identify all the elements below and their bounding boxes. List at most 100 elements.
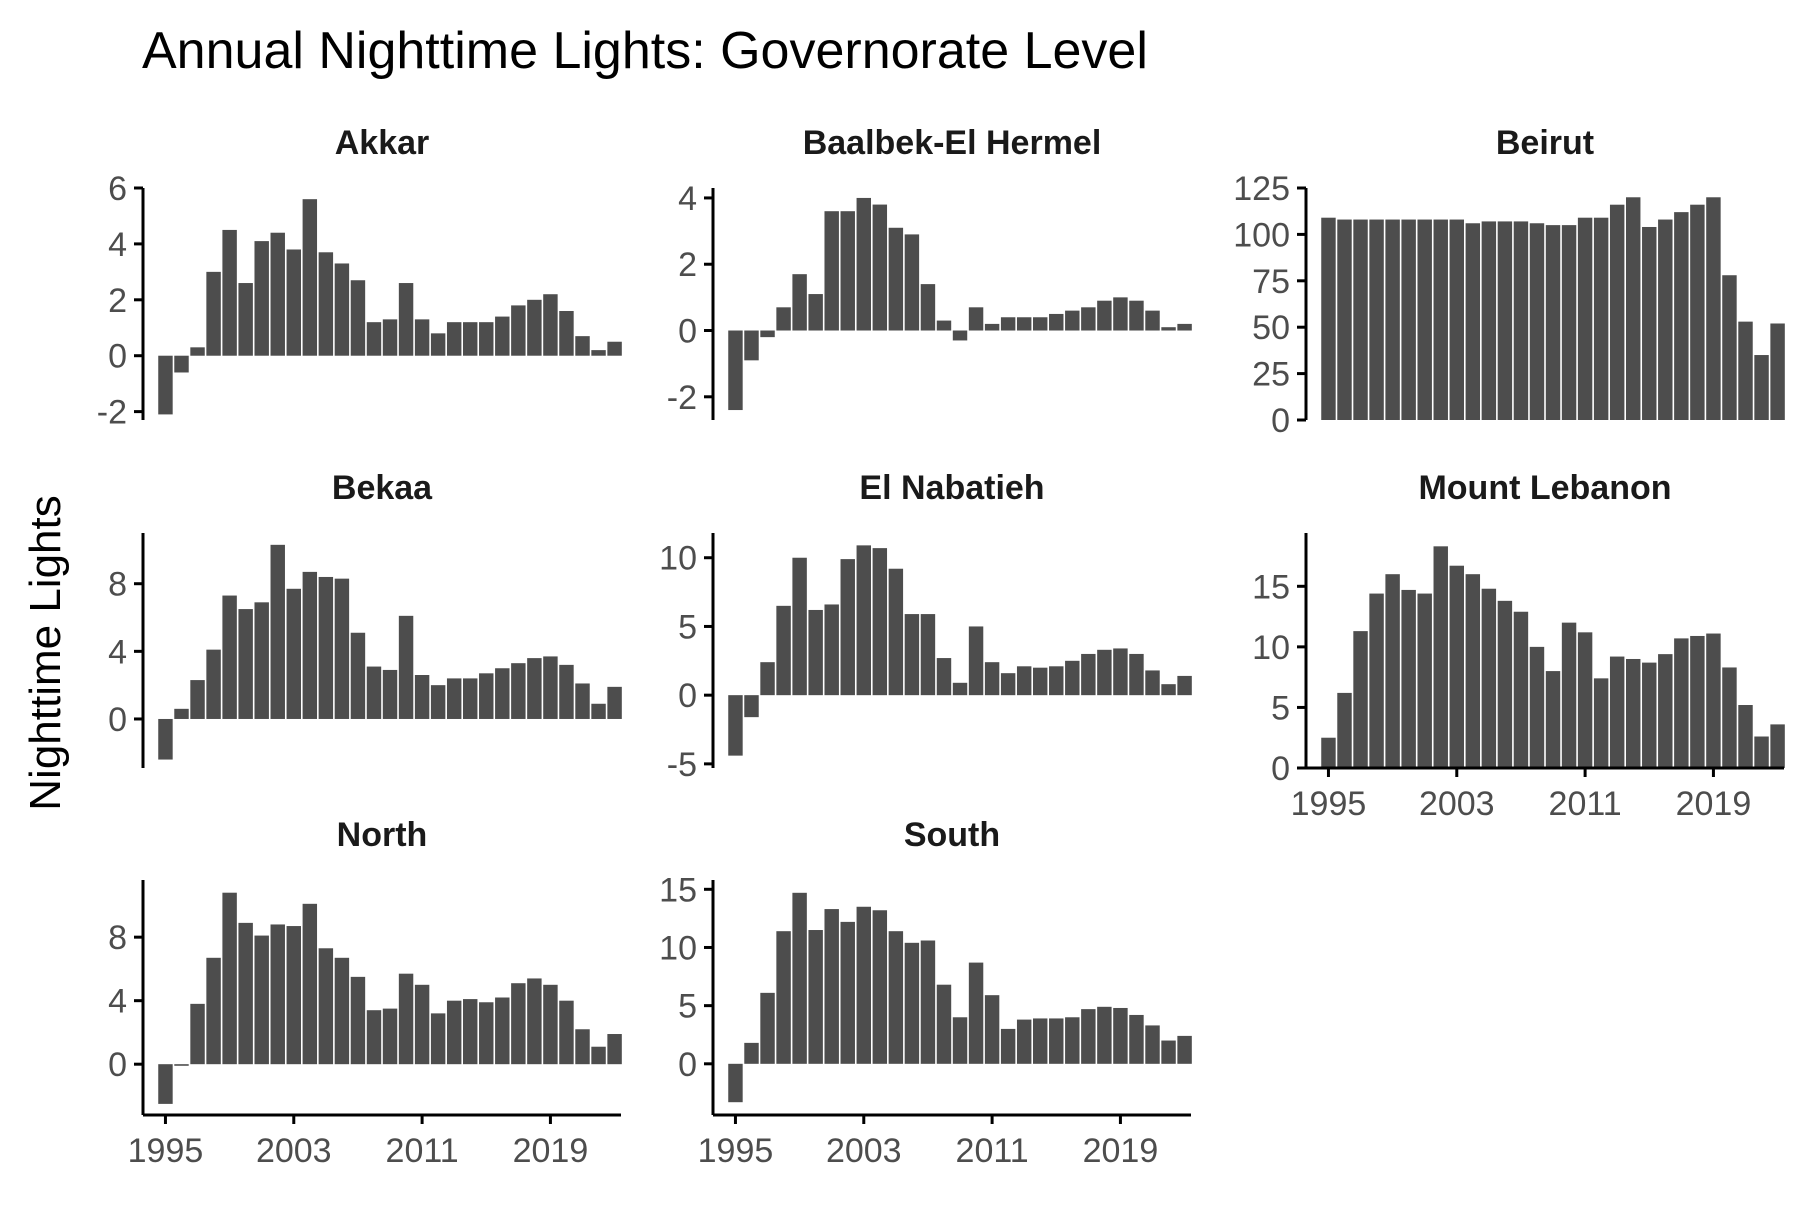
bar-el-nabatieh-1996: [744, 695, 759, 718]
bar-beirut-1997: [1353, 219, 1368, 420]
bar-el-nabatieh-2008: [936, 658, 952, 696]
bar-beirut-2008: [1529, 223, 1545, 420]
panel-title-north: North: [337, 816, 428, 854]
bar-bekaa-2011: [414, 675, 430, 719]
bar-el-nabatieh-2023: [1177, 675, 1192, 696]
bar-baalbek-el-hermel-2008: [936, 320, 952, 331]
bar-baalbek-el-hermel-2001: [824, 211, 839, 331]
bar-baalbek-el-hermel-2005: [888, 227, 904, 331]
bar-mount-lebanon-2014: [1626, 658, 1641, 768]
bar-mount-lebanon-2003: [1449, 565, 1464, 768]
y-tick-label-beirut-75: 75: [1252, 263, 1290, 301]
y-tick-label-bekaa-4: 4: [108, 633, 127, 671]
panel-title-bekaa: Bekaa: [332, 469, 433, 507]
y-tick-label-el-nabatieh-0: 0: [678, 677, 697, 715]
x-tick-label-north-2011: 2011: [386, 1132, 459, 1170]
bar-akkar-2021: [575, 336, 590, 356]
bar-mount-lebanon-2022: [1754, 736, 1769, 768]
panel-mount-lebanon: Mount Lebanon 0 5 10 15 1995 2003 2011 2019: [1252, 469, 1785, 823]
y-tick-label-bekaa-8: 8: [108, 566, 127, 604]
bar-akkar-2011: [414, 319, 430, 356]
bar-mount-lebanon-2015: [1642, 662, 1657, 768]
y-tick-label-beirut-100: 100: [1233, 216, 1290, 254]
bar-south-2010: [968, 962, 984, 1064]
bar-bekaa-2002: [270, 544, 285, 719]
bar-baalbek-el-hermel-1995: [728, 330, 743, 411]
x-tick-label-south-2019: 2019: [1083, 1132, 1159, 1170]
y-tick-label-beirut-125: 125: [1233, 170, 1290, 208]
bar-el-nabatieh-2005: [888, 568, 904, 696]
y-tick-label-south-15: 15: [659, 871, 697, 909]
bar-mount-lebanon-2011: [1577, 632, 1593, 768]
bar-mount-lebanon-2002: [1433, 546, 1448, 768]
bar-bekaa-2015: [479, 673, 494, 719]
bar-beirut-2021: [1738, 321, 1753, 420]
bar-mount-lebanon-2020: [1722, 667, 1737, 768]
panel-bekaa: Bekaa 0 4 8: [108, 469, 622, 768]
bar-akkar-2020: [559, 310, 574, 356]
y-tick-label-akkar-4: 4: [108, 226, 127, 264]
bar-south-2012: [1000, 1028, 1016, 1064]
bar-south-1995: [728, 1063, 743, 1103]
bar-akkar-2008: [366, 322, 382, 356]
y-axis-label: Nighttime Lights: [21, 495, 70, 810]
bar-baalbek-el-hermel-2021: [1145, 310, 1160, 331]
y-tick-label-north-0: 0: [108, 1046, 127, 1084]
bar-north-2009: [382, 1008, 398, 1065]
bar-akkar-2006: [334, 263, 350, 356]
chart-title: Annual Nighttime Lights: Governorate Lev…: [142, 22, 1148, 80]
bar-bekaa-1995: [158, 718, 173, 760]
bar-north-2011: [414, 984, 430, 1065]
bar-north-2015: [479, 1002, 494, 1065]
bar-akkar-2009: [382, 319, 398, 356]
bar-north-2022: [591, 1046, 606, 1065]
bar-baalbek-el-hermel-2016: [1065, 310, 1080, 331]
x-tick-label-south-1995: 1995: [698, 1132, 774, 1170]
bar-south-2022: [1161, 1040, 1176, 1064]
panel-title-south: South: [904, 816, 1000, 854]
bar-mount-lebanon-2000: [1401, 589, 1416, 768]
bar-bekaa-2003: [286, 588, 301, 719]
bar-beirut-2013: [1609, 204, 1625, 420]
bar-mount-lebanon-2021: [1738, 705, 1753, 768]
bar-baalbek-el-hermel-2012: [1000, 317, 1016, 331]
bar-south-2019: [1113, 1007, 1128, 1064]
y-tick-label-mount-lebanon-10: 10: [1252, 629, 1290, 667]
bar-akkar-2003: [286, 249, 301, 356]
panel-title-baalbek-el-hermel: Baalbek-El Hermel: [803, 124, 1102, 162]
bar-baalbek-el-hermel-2009: [952, 330, 968, 341]
bar-north-2008: [366, 1010, 382, 1065]
y-tick-label-baalbek-el-hermel-2: 2: [678, 246, 697, 284]
bar-el-nabatieh-2010: [968, 626, 984, 696]
bar-el-nabatieh-2013: [1016, 666, 1032, 696]
bar-mount-lebanon-2001: [1417, 593, 1432, 768]
bar-akkar-2001: [254, 241, 269, 356]
bar-beirut-2015: [1642, 226, 1657, 420]
bar-south-2014: [1033, 1018, 1048, 1064]
bar-baalbek-el-hermel-1999: [792, 274, 807, 331]
bar-beirut-2002: [1433, 219, 1448, 420]
bar-baalbek-el-hermel-2023: [1177, 323, 1192, 331]
bar-mount-lebanon-1999: [1385, 574, 1400, 768]
bar-beirut-2007: [1513, 221, 1529, 420]
bar-beirut-2016: [1658, 219, 1673, 420]
bar-south-2015: [1049, 1018, 1064, 1064]
bar-bekaa-2021: [575, 683, 590, 719]
bar-north-2016: [495, 997, 510, 1065]
bar-el-nabatieh-2004: [872, 548, 888, 696]
bar-bekaa-2023: [607, 686, 622, 719]
bar-baalbek-el-hermel-1998: [776, 307, 791, 331]
bar-baalbek-el-hermel-2011: [984, 323, 1000, 331]
bar-el-nabatieh-2022: [1161, 684, 1176, 696]
y-tick-label-south-5: 5: [678, 988, 697, 1026]
y-tick-label-akkar-0: 0: [108, 338, 127, 376]
y-tick-label-akkar-2: 2: [108, 282, 127, 320]
bar-south-2023: [1177, 1035, 1192, 1064]
bar-south-2004: [872, 910, 888, 1064]
y-tick-label-south-0: 0: [678, 1046, 697, 1084]
bar-baalbek-el-hermel-2014: [1033, 317, 1048, 331]
bar-beirut-2005: [1481, 221, 1497, 420]
bar-baalbek-el-hermel-2019: [1113, 297, 1128, 331]
bar-beirut-1995: [1321, 217, 1336, 420]
bar-el-nabatieh-2001: [824, 604, 839, 696]
